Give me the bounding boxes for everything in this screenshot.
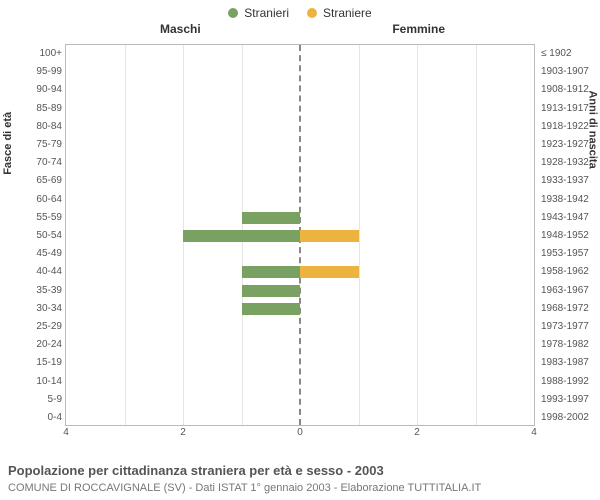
x-tick: 2 — [180, 427, 186, 438]
age-label: 10-14 — [6, 377, 66, 387]
legend-label-male: Stranieri — [244, 6, 289, 20]
bar-male — [242, 266, 301, 278]
legend-item-male: Stranieri — [228, 6, 289, 20]
age-label: 0-4 — [6, 413, 66, 423]
year-label: 1913-1917 — [537, 104, 597, 114]
chart-subtitle: COMUNE DI ROCCAVIGNALE (SV) - Dati ISTAT… — [8, 482, 592, 494]
age-label: 100+ — [6, 49, 66, 59]
bar-female — [300, 230, 359, 242]
age-label: 50-54 — [6, 231, 66, 241]
year-label: 1953-1957 — [537, 249, 597, 259]
age-label: 60-64 — [6, 195, 66, 205]
bar-male — [183, 230, 300, 242]
age-label: 20-24 — [6, 340, 66, 350]
year-label: 1983-1987 — [537, 358, 597, 368]
gridline — [476, 45, 477, 425]
legend: Stranieri Straniere — [0, 0, 600, 22]
age-labels: 100+ 95-99 90-94 85-89 80-84 75-79 70-74 65-69 6… — [6, 45, 66, 425]
year-label: 1938-1942 — [537, 195, 597, 205]
age-label: 25-29 — [6, 322, 66, 332]
bar-male — [242, 212, 301, 224]
column-headers: Maschi Femmine — [0, 22, 600, 40]
x-tick: 4 — [531, 427, 537, 438]
age-label: 35-39 — [6, 286, 66, 296]
plot-area: 100+95-9990-9485-8980-8475-7970-7465-696… — [65, 44, 535, 426]
age-label: 30-34 — [6, 304, 66, 314]
pyramid-chart: Stranieri Straniere Maschi Femmine Fasce… — [0, 0, 600, 500]
age-label: 90-94 — [6, 85, 66, 95]
legend-label-female: Straniere — [323, 6, 372, 20]
gridline — [417, 45, 418, 425]
year-labels: ≤ 1902 1903-1907 1908-1912 1913-1917 1918-19… — [537, 45, 597, 425]
age-label: 70-74 — [6, 158, 66, 168]
age-label: 55-59 — [6, 213, 66, 223]
age-label: 45-49 — [6, 249, 66, 259]
bar-male — [242, 303, 301, 315]
age-label: 15-19 — [6, 358, 66, 368]
year-label: 1923-1927 — [537, 140, 597, 150]
year-label: 1908-1912 — [537, 85, 597, 95]
gridline — [125, 45, 126, 425]
age-label: 5-9 — [6, 395, 66, 405]
age-label: 40-44 — [6, 267, 66, 277]
year-label: 1943-1947 — [537, 213, 597, 223]
x-tick: 2 — [414, 427, 420, 438]
header-female: Femmine — [392, 22, 445, 36]
x-axis-ticks: 4 2 0 2 4 — [66, 427, 534, 443]
year-label: ≤ 1902 — [537, 49, 597, 59]
year-label: 1948-1952 — [537, 231, 597, 241]
gridline — [359, 45, 360, 425]
year-label: 1958-1962 — [537, 267, 597, 277]
legend-swatch-female — [307, 8, 317, 18]
year-label: 1968-1972 — [537, 304, 597, 314]
header-male: Maschi — [160, 22, 201, 36]
year-label: 1928-1932 — [537, 158, 597, 168]
age-label: 80-84 — [6, 122, 66, 132]
year-label: 1993-1997 — [537, 395, 597, 405]
age-label: 75-79 — [6, 140, 66, 150]
bar-female — [300, 266, 359, 278]
legend-swatch-male — [228, 8, 238, 18]
age-label: 95-99 — [6, 67, 66, 77]
year-label: 1988-1992 — [537, 377, 597, 387]
age-label: 65-69 — [6, 176, 66, 186]
x-tick: 0 — [297, 427, 303, 438]
year-label: 1903-1907 — [537, 67, 597, 77]
year-label: 1963-1967 — [537, 286, 597, 296]
legend-item-female: Straniere — [307, 6, 372, 20]
x-tick: 4 — [63, 427, 69, 438]
year-label: 1978-1982 — [537, 340, 597, 350]
age-label: 85-89 — [6, 104, 66, 114]
chart-title: Popolazione per cittadinanza straniera p… — [8, 463, 592, 478]
year-label: 1918-1922 — [537, 122, 597, 132]
year-label: 1933-1937 — [537, 176, 597, 186]
bar-male — [242, 285, 301, 297]
year-label: 1998-2002 — [537, 413, 597, 423]
year-label: 1973-1977 — [537, 322, 597, 332]
